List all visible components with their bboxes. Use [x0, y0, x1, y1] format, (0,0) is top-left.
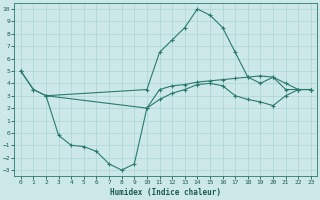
- X-axis label: Humidex (Indice chaleur): Humidex (Indice chaleur): [110, 188, 221, 197]
